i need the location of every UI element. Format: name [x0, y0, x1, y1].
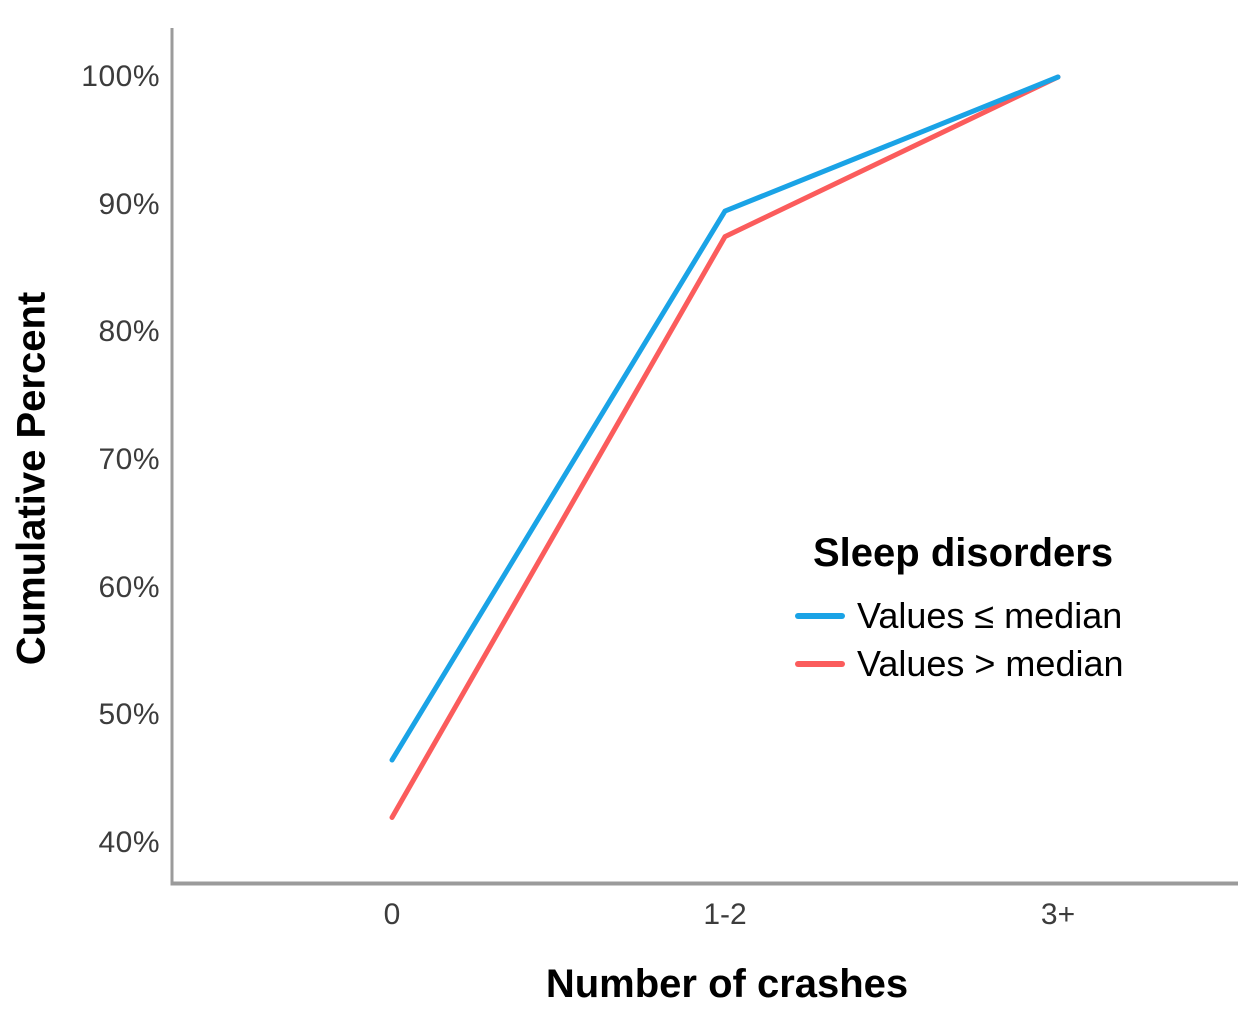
- series-line-values-median: [389, 74, 1061, 763]
- x-tick-label: 3+: [1040, 898, 1076, 931]
- legend-items: Values ≤ median Values > median: [795, 592, 1124, 688]
- y-tick-label: 50%: [98, 698, 160, 732]
- series-line-values-median: [389, 74, 1061, 820]
- legend-item: Values ≤ median: [795, 592, 1124, 640]
- y-tick-label: 40%: [98, 826, 160, 859]
- y-tick-label: 60%: [98, 570, 160, 604]
- y-tick-label: 100%: [81, 60, 160, 93]
- legend-swatch-icon: [795, 613, 845, 619]
- legend-title: Sleep disorders: [813, 531, 1114, 575]
- y-axis-title: Cumulative Percent: [9, 291, 54, 666]
- y-tick-label: 90%: [98, 187, 160, 221]
- legend-swatch-icon: [795, 661, 845, 667]
- legend-item: Values > median: [795, 640, 1124, 688]
- series-lines: [389, 74, 1061, 820]
- legend-item-label: Values > median: [857, 643, 1124, 684]
- x-tick-label: 1-2: [703, 898, 747, 931]
- legend-item-label: Values ≤ median: [857, 595, 1123, 636]
- y-tick-label: 70%: [98, 443, 160, 476]
- y-tick-label: 80%: [98, 315, 160, 349]
- x-axis-title: Number of crashes: [545, 962, 909, 1006]
- legend: Sleep disorders Values ≤ median Values > …: [795, 531, 1124, 688]
- x-tick-label: 0: [383, 898, 401, 931]
